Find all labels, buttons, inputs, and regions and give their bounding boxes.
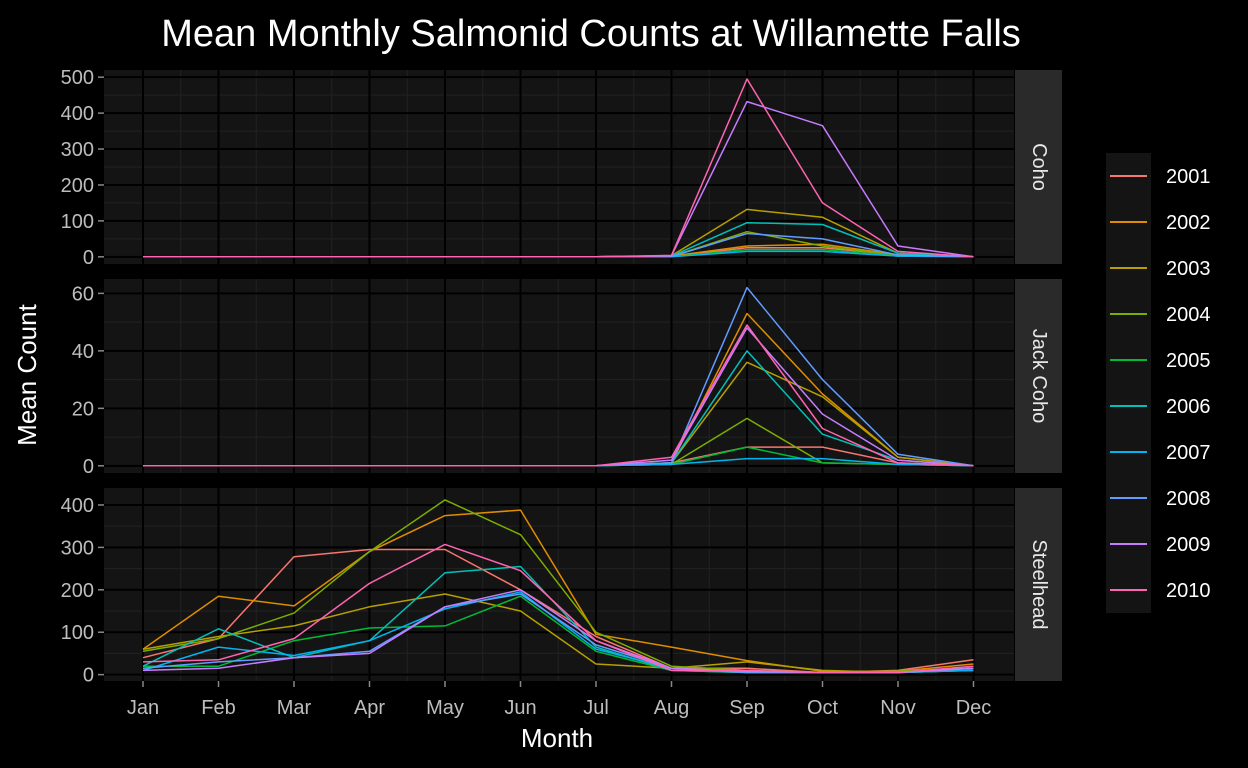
facet-strip	[1015, 488, 1062, 681]
facet-label: Jack Coho	[1028, 329, 1050, 424]
y-tick-label: 500	[61, 67, 94, 89]
y-tick-label: 400	[61, 103, 94, 125]
y-tick-label: 400	[61, 495, 94, 517]
panel-coho: 0 100 200 300 400 500 Coho	[61, 67, 1062, 269]
legend: 2001 2002 2003 2004 2005 2006 2007 2008 2009 2010	[1106, 153, 1211, 613]
series-line-coho-2010	[143, 78, 974, 258]
x-tick-label: Mar	[277, 697, 312, 719]
legend-label-2010: 2010	[1166, 580, 1211, 602]
x-axis-title: Month	[521, 723, 593, 753]
x-tick-label: Jun	[504, 697, 536, 719]
y-tick-label: 0	[83, 247, 94, 269]
facet-label: Steelhead	[1028, 539, 1050, 629]
facet-panels: 0 100 200 300 400 500 Coho 0 20 40 60 Jack Coho 0 100…	[61, 67, 1062, 687]
y-tick-label: 0	[83, 456, 94, 478]
x-tick-label: Jul	[583, 697, 609, 719]
y-tick-label: 0	[83, 665, 94, 687]
legend-label-2004: 2004	[1166, 304, 1211, 326]
facet-strip	[1015, 279, 1062, 473]
legend-label-2009: 2009	[1166, 534, 1211, 556]
y-axis-title: Mean Count	[12, 303, 42, 445]
x-tick-label: Jan	[127, 697, 159, 719]
y-tick-label: 40	[72, 341, 94, 363]
y-tick-label: 300	[61, 139, 94, 161]
y-tick-label: 100	[61, 622, 94, 644]
x-tick-label: Nov	[880, 697, 916, 719]
legend-label-2005: 2005	[1166, 350, 1211, 372]
legend-label-2008: 2008	[1166, 488, 1211, 510]
panel-steelhead: 0 100 200 300 400 Steelhead	[61, 488, 1062, 687]
x-tick-label: May	[426, 697, 464, 719]
x-tick-label: Oct	[807, 697, 839, 719]
x-tick-label: Aug	[654, 697, 690, 719]
y-tick-label: 20	[72, 398, 94, 420]
series-line-jack-coho-2010	[143, 324, 974, 467]
legend-label-2002: 2002	[1166, 212, 1211, 234]
legend-label-2006: 2006	[1166, 396, 1211, 418]
y-tick-label: 200	[61, 580, 94, 602]
x-tick-label: Dec	[956, 697, 992, 719]
chart-title: Mean Monthly Salmonid Counts at Willamet…	[161, 13, 1021, 55]
y-tick-label: 200	[61, 175, 94, 197]
series-line-steelhead-2003	[142, 593, 974, 674]
legend-key-background	[1106, 153, 1151, 613]
panel-background	[104, 279, 1014, 473]
panel-jack-coho: 0 20 40 60 Jack Coho	[72, 279, 1062, 478]
y-tick-label: 300	[61, 537, 94, 559]
legend-label-2007: 2007	[1166, 442, 1211, 464]
x-tick-label: Sep	[729, 697, 765, 719]
x-axis: Jan Feb Mar Apr May Jun Jul Aug Sep Oct Nov Dec	[127, 681, 991, 719]
facet-strip	[1015, 70, 1062, 264]
legend-label-2001: 2001	[1166, 166, 1211, 188]
y-tick-label: 100	[61, 211, 94, 233]
y-tick-label: 60	[72, 283, 94, 305]
legend-label-2003: 2003	[1166, 258, 1211, 280]
x-tick-label: Apr	[354, 697, 385, 719]
x-tick-label: Feb	[201, 697, 235, 719]
series-line-steelhead-2010	[142, 543, 974, 674]
facet-label: Coho	[1028, 143, 1050, 191]
